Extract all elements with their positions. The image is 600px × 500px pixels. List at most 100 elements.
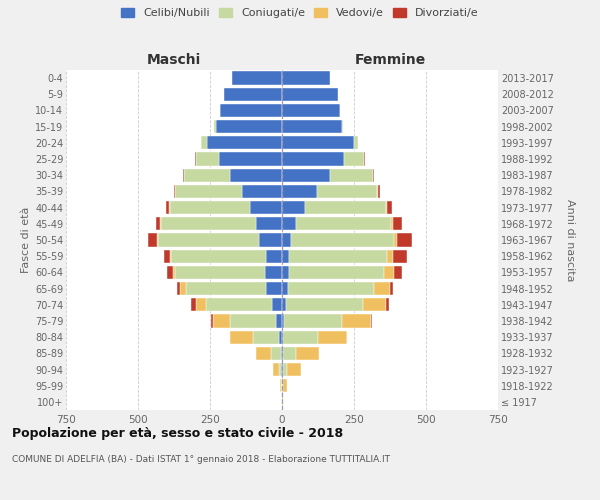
Bar	[397, 234, 412, 246]
Bar	[232, 72, 282, 85]
Bar	[207, 136, 282, 149]
Bar	[216, 120, 282, 134]
Bar	[377, 185, 380, 198]
Bar	[253, 330, 279, 344]
Bar	[386, 201, 392, 214]
Bar	[282, 379, 283, 392]
Bar	[296, 217, 391, 230]
Bar	[259, 234, 282, 246]
Bar	[266, 250, 282, 263]
Bar	[280, 379, 281, 392]
Text: Popolazione per età, sesso e stato civile - 2018: Popolazione per età, sesso e stato civil…	[12, 428, 343, 440]
Bar	[282, 104, 340, 117]
Bar	[177, 282, 180, 295]
Bar	[374, 282, 390, 295]
Bar	[287, 363, 301, 376]
Bar	[278, 363, 281, 376]
Bar	[284, 314, 342, 328]
Bar	[282, 201, 305, 214]
Bar	[283, 379, 287, 392]
Bar	[371, 314, 372, 328]
Text: COMUNE DI ADELFIA (BA) - Dati ISTAT 1° gennaio 2018 - Elaborazione TUTTITALIA.IT: COMUNE DI ADELFIA (BA) - Dati ISTAT 1° g…	[12, 455, 390, 464]
Bar	[317, 185, 377, 198]
Bar	[158, 234, 259, 246]
Bar	[157, 234, 158, 246]
Bar	[273, 363, 278, 376]
Bar	[282, 250, 289, 263]
Bar	[282, 346, 283, 360]
Bar	[286, 298, 362, 312]
Bar	[393, 217, 401, 230]
Bar	[170, 250, 171, 263]
Text: Maschi: Maschi	[147, 54, 201, 68]
Bar	[256, 346, 271, 360]
Bar	[202, 136, 207, 149]
Bar	[185, 282, 266, 295]
Y-axis label: Anni di nascita: Anni di nascita	[565, 198, 575, 281]
Bar	[282, 314, 284, 328]
Bar	[167, 266, 173, 279]
Bar	[242, 185, 282, 198]
Bar	[288, 282, 374, 295]
Bar	[196, 298, 206, 312]
Bar	[250, 201, 282, 214]
Bar	[180, 282, 185, 295]
Bar	[282, 152, 344, 166]
Bar	[390, 282, 393, 295]
Bar	[213, 314, 230, 328]
Bar	[211, 314, 213, 328]
Bar	[283, 330, 318, 344]
Bar	[282, 330, 283, 344]
Bar	[166, 201, 169, 214]
Bar	[230, 330, 253, 344]
Bar	[342, 314, 371, 328]
Bar	[282, 72, 329, 85]
Bar	[276, 314, 282, 328]
Bar	[282, 120, 343, 134]
Bar	[387, 250, 393, 263]
Bar	[282, 234, 290, 246]
Bar	[206, 298, 272, 312]
Bar	[230, 168, 282, 182]
Bar	[282, 88, 338, 101]
Bar	[175, 185, 242, 198]
Bar	[170, 201, 250, 214]
Bar	[156, 217, 160, 230]
Bar	[289, 250, 387, 263]
Bar	[265, 266, 282, 279]
Bar	[394, 234, 397, 246]
Bar	[296, 346, 319, 360]
Bar	[230, 314, 276, 328]
Bar	[281, 346, 282, 360]
Bar	[184, 168, 230, 182]
Bar	[393, 250, 407, 263]
Bar	[282, 282, 288, 295]
Bar	[173, 266, 175, 279]
Bar	[282, 266, 289, 279]
Bar	[182, 168, 184, 182]
Bar	[282, 298, 286, 312]
Y-axis label: Fasce di età: Fasce di età	[20, 207, 31, 273]
Bar	[354, 136, 358, 149]
Bar	[266, 282, 282, 295]
Bar	[282, 217, 296, 230]
Bar	[161, 217, 256, 230]
Bar	[283, 346, 296, 360]
Bar	[279, 330, 282, 344]
Legend: Celibi/Nubili, Coniugati/e, Vedovi/e, Divorziati/e: Celibi/Nubili, Coniugati/e, Vedovi/e, Di…	[119, 6, 481, 20]
Bar	[191, 298, 196, 312]
Bar	[362, 298, 386, 312]
Bar	[386, 298, 389, 312]
Bar	[175, 266, 265, 279]
Bar	[218, 152, 282, 166]
Bar	[282, 168, 329, 182]
Bar	[164, 250, 170, 263]
Bar	[271, 346, 281, 360]
Bar	[214, 120, 216, 134]
Bar	[282, 136, 354, 149]
Bar	[148, 234, 157, 246]
Bar	[289, 266, 384, 279]
Bar	[344, 152, 364, 166]
Bar	[384, 266, 394, 279]
Bar	[174, 185, 175, 198]
